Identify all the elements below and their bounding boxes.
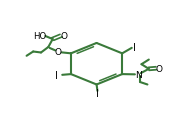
Text: N: N xyxy=(135,71,142,79)
Text: I: I xyxy=(96,88,99,98)
Text: O: O xyxy=(156,64,163,73)
Text: O: O xyxy=(55,48,62,57)
Text: I: I xyxy=(55,71,58,81)
Text: HO: HO xyxy=(33,31,46,40)
Text: O: O xyxy=(61,31,68,40)
Text: I: I xyxy=(133,42,136,52)
